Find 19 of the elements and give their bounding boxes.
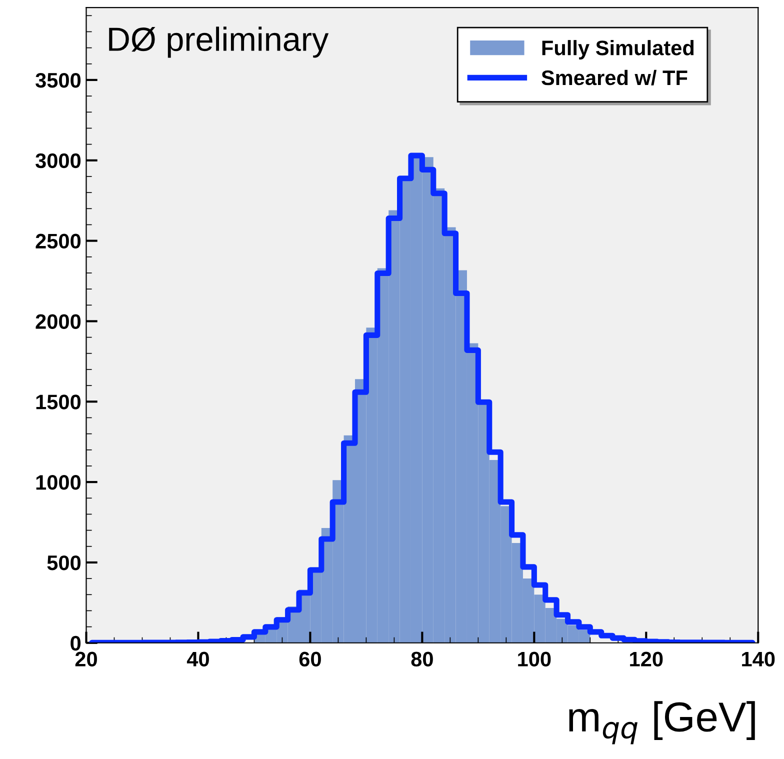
y-tick-label: 3500 xyxy=(36,72,81,88)
legend-label: Smeared w/ TF xyxy=(542,70,688,86)
y-tick-label: 2000 xyxy=(36,314,81,329)
x-tick-label: 80 xyxy=(411,652,433,667)
y-tick-label: 500 xyxy=(47,555,81,570)
legend-label: Fully Simulated xyxy=(542,40,694,60)
x-tick-label: 140 xyxy=(742,652,775,667)
annotation: DØ preliminary xyxy=(109,26,329,58)
y-tick-label: 3000 xyxy=(36,153,81,168)
y-tick-label: 2500 xyxy=(36,234,81,249)
x-tick-label: 40 xyxy=(186,652,209,667)
x-tick-label: 60 xyxy=(299,652,321,667)
y-tick-label: 1500 xyxy=(36,394,81,410)
x-axis-title: m$_{qq}$ [GeV] xyxy=(569,701,755,744)
y-tick-label: 1000 xyxy=(36,475,81,490)
x-tick-label: 100 xyxy=(518,652,551,667)
y-tick-label: 0 xyxy=(70,636,81,651)
x-tick-label: 20 xyxy=(75,652,97,667)
x-tick-label: 120 xyxy=(630,652,663,667)
